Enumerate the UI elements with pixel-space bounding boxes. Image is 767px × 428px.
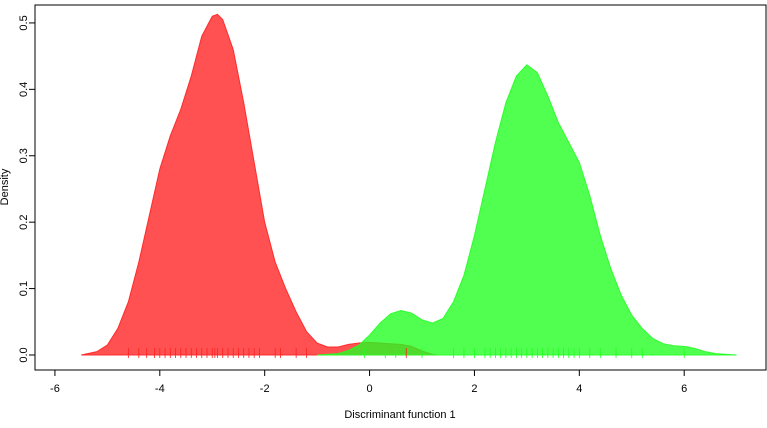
y-tick-label: 0.0	[18, 347, 30, 362]
density-area	[81, 13, 438, 356]
x-tick-label: 0	[366, 383, 372, 395]
y-tick-label: 0.4	[18, 82, 30, 97]
x-axis-label: Discriminant function 1	[344, 409, 455, 421]
y-axis-label: Density	[0, 168, 11, 205]
x-tick-label: 2	[471, 383, 477, 395]
x-tick-label: 4	[576, 383, 582, 395]
y-tick-label: 0.5	[18, 15, 30, 30]
x-tick-label: -4	[155, 383, 165, 395]
density-area	[317, 64, 737, 356]
y-tick-label: 0.3	[18, 148, 30, 163]
y-tick-label: 0.1	[18, 281, 30, 296]
x-tick-label: -2	[260, 383, 270, 395]
x-tick-label: -6	[50, 383, 60, 395]
x-tick-label: 6	[681, 383, 687, 395]
y-tick-label: 0.2	[18, 215, 30, 230]
